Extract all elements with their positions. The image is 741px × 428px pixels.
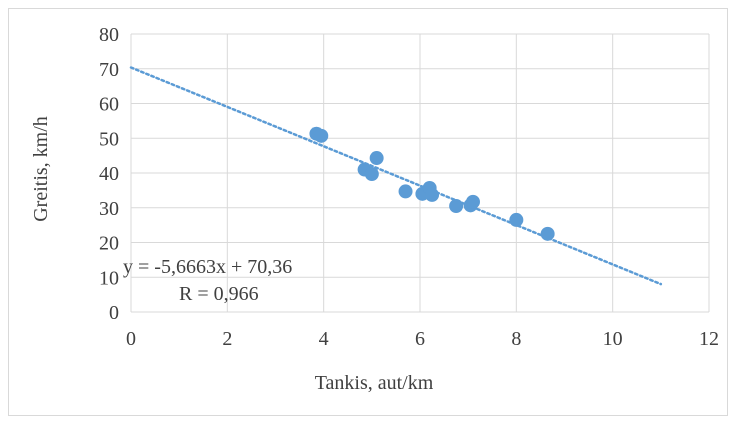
y-tick-label-40: 40 xyxy=(99,163,119,185)
data-point-0-9 xyxy=(449,199,464,214)
trendline-group xyxy=(129,66,663,286)
data-point-0-11 xyxy=(465,194,480,209)
x-tick-label-10: 10 xyxy=(603,328,623,350)
chart-frame: 0 10 20 30 40 50 60 70 80 0 2 4 6 8 10 12 y = -5,6663x … xyxy=(8,8,728,416)
data-point-0-4 xyxy=(369,151,384,166)
data-point-0-5 xyxy=(398,184,413,199)
grid xyxy=(130,33,710,313)
data-points xyxy=(309,126,555,241)
data-point-0-3 xyxy=(364,167,379,182)
y-tick-label-60: 60 xyxy=(99,94,119,116)
x-tick-label-8: 8 xyxy=(511,328,521,350)
data-point-0-8 xyxy=(425,187,440,202)
data-point-0-13 xyxy=(540,226,555,241)
x-tick-label-2: 2 xyxy=(222,328,232,350)
x-tick-label-12: 12 xyxy=(699,328,719,350)
y-tick-label-10: 10 xyxy=(99,267,119,289)
x-axis-title: Tankis, aut/km xyxy=(315,372,434,394)
trendline-r-value: R = 0,966 xyxy=(179,283,259,305)
trendline-equation: y = -5,6663x + 70,36 xyxy=(123,256,292,278)
data-point-0-12 xyxy=(509,212,524,227)
y-tick-label-30: 30 xyxy=(99,198,119,220)
y-tick-label-20: 20 xyxy=(99,233,119,255)
y-tick-label-0: 0 xyxy=(109,302,119,324)
x-tick-label-6: 6 xyxy=(415,328,425,350)
x-tick-label-0: 0 xyxy=(126,328,136,350)
y-axis-title: Greitis, km/h xyxy=(30,116,52,222)
x-tick-label-4: 4 xyxy=(319,328,329,350)
scatter-chart: 0 10 20 30 40 50 60 70 80 0 2 4 6 8 10 12 y = -5,6663x … xyxy=(30,24,719,394)
y-tick-label-70: 70 xyxy=(99,59,119,81)
y-tick-label-50: 50 xyxy=(99,128,119,150)
y-tick-label-80: 80 xyxy=(99,24,119,46)
trendline xyxy=(129,66,663,286)
data-point-0-1 xyxy=(314,128,329,143)
tick-labels: 0 10 20 30 40 50 60 70 80 0 2 4 6 8 10 12 xyxy=(99,24,719,350)
